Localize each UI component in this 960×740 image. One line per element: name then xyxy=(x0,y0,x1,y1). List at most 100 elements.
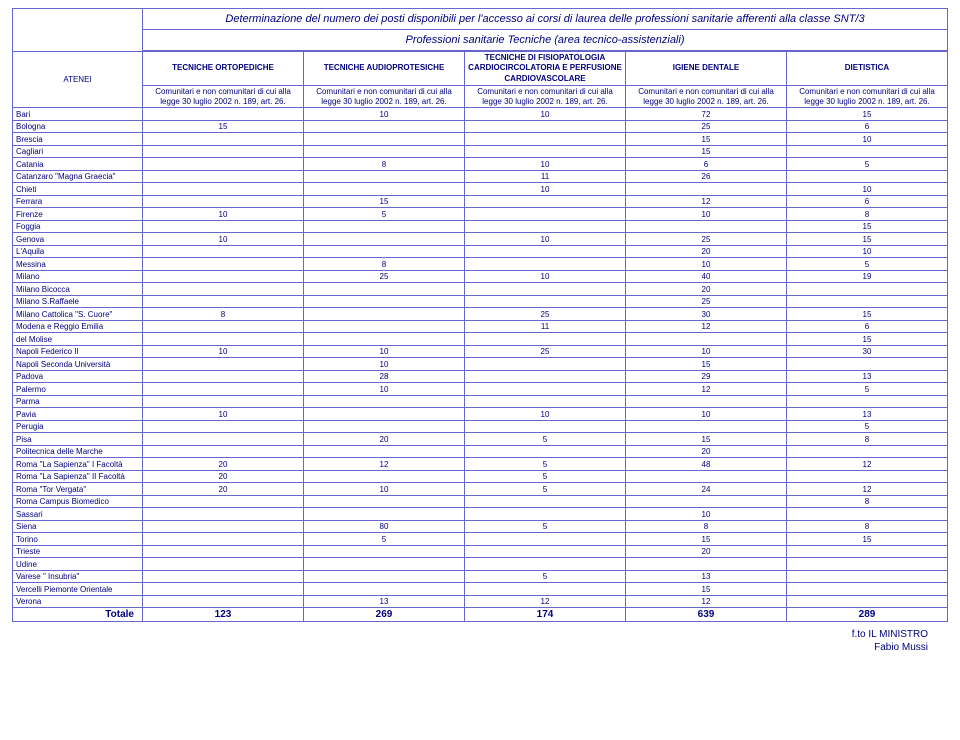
value-cell: 13 xyxy=(304,595,465,608)
value-cell: 15 xyxy=(626,533,787,546)
table-row: Pavia10101013 xyxy=(13,408,948,421)
value-cell xyxy=(143,395,304,408)
table-row: Catania81065 xyxy=(13,158,948,171)
value-cell xyxy=(465,245,626,258)
value-cell xyxy=(143,570,304,583)
table-row: Genova10102515 xyxy=(13,233,948,246)
university-cell: Messina xyxy=(13,258,143,271)
value-cell xyxy=(143,245,304,258)
university-cell: Firenze xyxy=(13,208,143,221)
value-cell xyxy=(465,258,626,271)
value-cell: 30 xyxy=(787,345,948,358)
value-cell: 15 xyxy=(787,308,948,321)
table-row: Messina8105 xyxy=(13,258,948,271)
value-cell xyxy=(465,195,626,208)
value-cell: 10 xyxy=(143,208,304,221)
value-cell xyxy=(465,558,626,571)
value-cell: 11 xyxy=(465,320,626,333)
value-cell xyxy=(787,358,948,371)
sub-header-2: Comunitari e non comunitari di cui alla … xyxy=(465,86,626,108)
university-cell: Milano xyxy=(13,270,143,283)
value-cell: 15 xyxy=(626,583,787,596)
table-row: L'Aquila2010 xyxy=(13,245,948,258)
value-cell xyxy=(304,308,465,321)
table-row: Catanzaro "Magna Graecia"1126 xyxy=(13,170,948,183)
value-cell: 10 xyxy=(787,133,948,146)
value-cell xyxy=(304,570,465,583)
value-cell xyxy=(304,333,465,346)
value-cell xyxy=(787,395,948,408)
university-cell: Chieti xyxy=(13,183,143,196)
value-cell xyxy=(143,433,304,446)
university-cell: Bologna xyxy=(13,120,143,133)
value-cell xyxy=(787,445,948,458)
value-cell: 8 xyxy=(787,433,948,446)
university-cell: L'Aquila xyxy=(13,245,143,258)
table-row: Vercelli Piemonte Orientale 15 xyxy=(13,583,948,596)
value-cell xyxy=(304,283,465,296)
value-cell xyxy=(143,545,304,558)
value-cell xyxy=(626,333,787,346)
value-cell: 26 xyxy=(626,170,787,183)
value-cell xyxy=(787,170,948,183)
table-row: Roma "La Sapienza" II Facoltà205 xyxy=(13,470,948,483)
value-cell: 10 xyxy=(304,383,465,396)
table-row: Brescia1510 xyxy=(13,133,948,146)
university-cell: Torino xyxy=(13,533,143,546)
sub-header-3: Comunitari e non comunitari di cui alla … xyxy=(626,86,787,108)
university-cell: Vercelli Piemonte Orientale xyxy=(13,583,143,596)
table-row: Ferrara15126 xyxy=(13,195,948,208)
value-cell xyxy=(143,320,304,333)
value-cell: 25 xyxy=(626,295,787,308)
table-row: Udine xyxy=(13,558,948,571)
value-cell: 13 xyxy=(626,570,787,583)
value-cell xyxy=(626,395,787,408)
value-cell: 15 xyxy=(626,133,787,146)
value-cell: 10 xyxy=(465,408,626,421)
university-cell: Udine xyxy=(13,558,143,571)
value-cell: 15 xyxy=(787,233,948,246)
university-cell: Ferrara xyxy=(13,195,143,208)
value-cell: 10 xyxy=(304,108,465,121)
value-cell xyxy=(465,395,626,408)
university-cell: Milano Cattolica "S. Cuore" xyxy=(13,308,143,321)
value-cell: 6 xyxy=(787,195,948,208)
value-cell xyxy=(626,420,787,433)
value-cell xyxy=(143,595,304,608)
table-row: Pisa205158 xyxy=(13,433,948,446)
value-cell xyxy=(787,145,948,158)
value-cell xyxy=(465,220,626,233)
value-cell xyxy=(304,233,465,246)
table-row: Varese " Insubria" 513 xyxy=(13,570,948,583)
university-cell: Milano Bicocca xyxy=(13,283,143,296)
value-cell: 13 xyxy=(787,408,948,421)
value-cell xyxy=(143,170,304,183)
table-row: Bari10107215 xyxy=(13,108,948,121)
value-cell: 6 xyxy=(787,320,948,333)
value-cell: 8 xyxy=(787,520,948,533)
value-cell: 15 xyxy=(304,195,465,208)
value-cell xyxy=(465,120,626,133)
university-cell: Verona xyxy=(13,595,143,608)
sub-header-4: Comunitari e non comunitari di cui alla … xyxy=(787,86,948,108)
table-row: Siena80588 xyxy=(13,520,948,533)
table-row: Firenze105108 xyxy=(13,208,948,221)
value-cell: 8 xyxy=(304,158,465,171)
value-cell: 12 xyxy=(626,595,787,608)
university-cell: Varese " Insubria" xyxy=(13,570,143,583)
value-cell: 5 xyxy=(787,158,948,171)
totale-value: 289 xyxy=(787,608,948,622)
university-cell: Genova xyxy=(13,233,143,246)
table-row: Napoli Seconda Università1015 xyxy=(13,358,948,371)
sub-header-1: Comunitari e non comunitari di cui alla … xyxy=(304,86,465,108)
university-cell: Roma "La Sapienza" II Facoltà xyxy=(13,470,143,483)
value-cell xyxy=(143,283,304,296)
col-header-1: TECNICHE AUDIOPROTESICHE xyxy=(304,52,465,86)
value-cell xyxy=(304,133,465,146)
value-cell: 15 xyxy=(626,145,787,158)
value-cell: 10 xyxy=(465,108,626,121)
value-cell xyxy=(143,558,304,571)
value-cell xyxy=(465,533,626,546)
value-cell xyxy=(304,558,465,571)
value-cell: 5 xyxy=(465,570,626,583)
